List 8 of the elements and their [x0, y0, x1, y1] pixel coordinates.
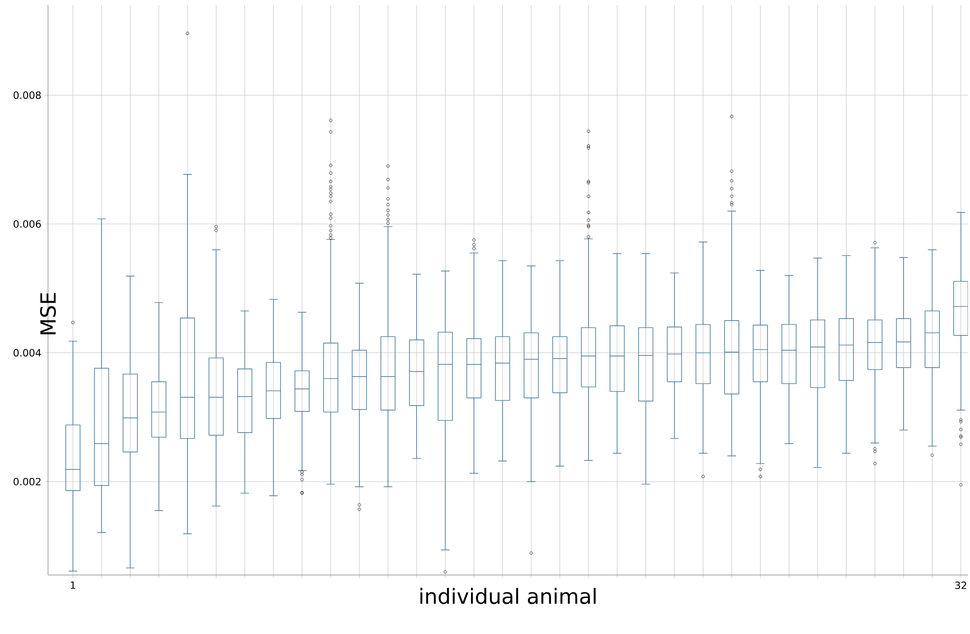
x-axis-title: individual animal	[420, 588, 596, 604]
y-tick-label: 0.008	[14, 91, 41, 99]
y-tick-label: 0.004	[14, 349, 41, 357]
y-axis-title: MSE	[40, 293, 56, 334]
y-tick-label: 0.002	[14, 478, 40, 486]
x-tick-label: 1	[70, 582, 76, 589]
x-tick-label: 32	[955, 582, 966, 590]
y-tick-label: 0.006	[14, 220, 41, 228]
